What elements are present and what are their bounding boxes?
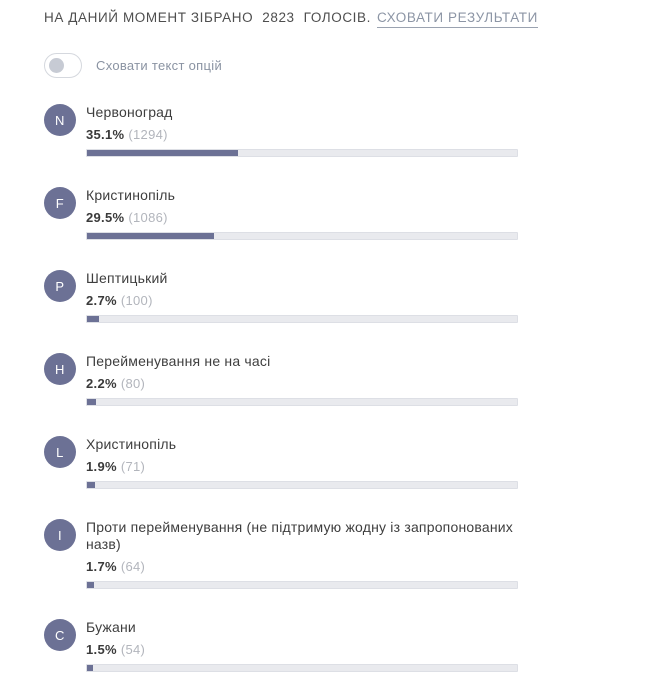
option-label: Червоноград bbox=[86, 104, 173, 120]
option-label: Шептицький bbox=[86, 270, 168, 286]
option-letter-badge: H bbox=[44, 353, 76, 385]
poll-options-list: N Червоноград 35.1% (1294) F Кристинопіль… bbox=[44, 102, 518, 698]
option-percent: 2.7% bbox=[86, 293, 117, 308]
option-letter: I bbox=[57, 527, 63, 543]
option-letter-badge: P bbox=[44, 270, 76, 302]
poll-option-row[interactable]: L Христинопіль 1.9% (71) bbox=[44, 434, 518, 489]
option-label: Кристинопіль bbox=[86, 187, 176, 203]
option-letter: C bbox=[55, 627, 65, 643]
option-letter-badge: C bbox=[44, 619, 76, 651]
poll-option-row[interactable]: N Червоноград 35.1% (1294) bbox=[44, 102, 518, 157]
option-bar-fill bbox=[87, 482, 96, 488]
poll-option-row[interactable]: F Кристинопіль 29.5% (1086) bbox=[44, 185, 518, 240]
option-bar-track bbox=[86, 232, 518, 240]
option-count: (54) bbox=[120, 642, 146, 657]
poll-option-row[interactable]: H Перейменування не на часі 2.2% (80) bbox=[44, 351, 518, 406]
poll-option-row[interactable]: P Шептицький 2.7% (100) bbox=[44, 268, 518, 323]
option-label: Перейменування не на часі bbox=[86, 353, 271, 369]
option-bar-fill bbox=[87, 399, 97, 405]
option-label: Проти перейменування (не підтримую жодну… bbox=[86, 519, 513, 552]
votes-word-text: ГОЛОСІВ. bbox=[303, 10, 371, 25]
option-bar-fill bbox=[87, 582, 95, 588]
toggle-label: Сховати текст опцій bbox=[96, 58, 223, 73]
option-percent: 1.9% bbox=[86, 459, 117, 474]
votes-collected-text: НА ДАНИЙ МОМЕНТ ЗІБРАНО bbox=[44, 10, 254, 25]
option-letter: H bbox=[55, 361, 65, 377]
option-percent: 1.7% bbox=[86, 559, 117, 574]
option-bar-fill bbox=[87, 233, 214, 239]
option-count: (64) bbox=[120, 559, 146, 574]
option-count: (100) bbox=[120, 293, 153, 308]
option-letter-badge: L bbox=[44, 436, 76, 468]
option-percent: 2.2% bbox=[86, 376, 117, 391]
hide-options-toggle-row: Сховати текст опцій bbox=[44, 53, 650, 78]
option-percent: 35.1% bbox=[86, 127, 125, 142]
option-bar-fill bbox=[87, 316, 99, 322]
option-bar-track bbox=[86, 664, 518, 672]
poll-option-row[interactable]: I Проти перейменування (не підтримую жод… bbox=[44, 517, 518, 589]
option-bar-fill bbox=[87, 665, 94, 671]
option-label: Христинопіль bbox=[86, 436, 177, 452]
option-label: Бужани bbox=[86, 619, 136, 635]
option-bar-track bbox=[86, 315, 518, 323]
option-letter: N bbox=[55, 112, 65, 128]
option-count: (1294) bbox=[128, 127, 168, 142]
option-letter-badge: N bbox=[44, 104, 76, 136]
poll-status-header: НА ДАНИЙ МОМЕНТ ЗІБРАНО 2823 ГОЛОСІВ. СХОВА… bbox=[44, 10, 650, 28]
option-percent: 1.5% bbox=[86, 642, 117, 657]
hide-results-link[interactable]: СХОВАТИ РЕЗУЛЬТАТИ bbox=[377, 10, 538, 28]
votes-count: 2823 bbox=[262, 10, 295, 25]
option-bar-track bbox=[86, 398, 518, 406]
option-bar-fill bbox=[87, 150, 238, 156]
option-letter: P bbox=[55, 278, 65, 294]
poll-option-row[interactable]: C Бужани 1.5% (54) bbox=[44, 617, 518, 672]
toggle-knob-icon bbox=[49, 58, 64, 73]
option-bar-track bbox=[86, 481, 518, 489]
hide-option-text-toggle[interactable] bbox=[44, 53, 82, 78]
option-bar-track bbox=[86, 149, 518, 157]
option-letter: F bbox=[55, 195, 65, 211]
option-count: (71) bbox=[120, 459, 146, 474]
option-letter: L bbox=[56, 444, 64, 460]
option-count: (1086) bbox=[128, 210, 168, 225]
option-letter-badge: F bbox=[44, 187, 76, 219]
option-percent: 29.5% bbox=[86, 210, 125, 225]
option-count: (80) bbox=[120, 376, 146, 391]
option-letter-badge: I bbox=[44, 519, 76, 551]
option-bar-track bbox=[86, 581, 518, 589]
